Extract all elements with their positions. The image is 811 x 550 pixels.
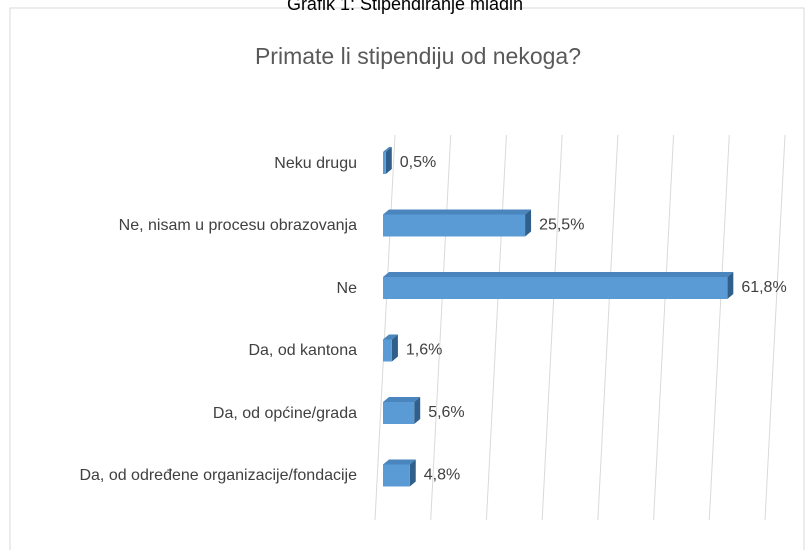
- bar-top: [383, 397, 421, 402]
- bar-top: [383, 147, 392, 152]
- category-label: Da, od kantona: [248, 342, 357, 359]
- grid-line: [374, 134, 396, 521]
- grid-line: [430, 134, 452, 521]
- bar: [383, 397, 421, 424]
- category-label: Ne, nisam u procesu obrazovanja: [118, 217, 357, 234]
- grid-line: [541, 134, 563, 521]
- grid-line: [485, 134, 507, 521]
- bar-front: [383, 214, 526, 237]
- chart-supertitle: Grafik 1: Stipendiranje mladih: [287, 0, 523, 14]
- bar-top: [383, 209, 532, 215]
- category-label: Da, od određene organizacije/fondacije: [79, 467, 357, 484]
- value-label: 1,6%: [406, 342, 442, 359]
- bar-top: [383, 334, 398, 340]
- value-label: 25,5%: [539, 217, 584, 234]
- bar-front: [383, 152, 386, 174]
- bar-front: [383, 402, 415, 424]
- bar-top: [383, 272, 734, 277]
- bar-side: [391, 334, 398, 362]
- bar-side: [409, 459, 416, 487]
- grid-line: [653, 134, 675, 521]
- category-label: Neku drugu: [274, 154, 357, 172]
- grid-line: [708, 134, 730, 521]
- bar: [383, 272, 734, 299]
- category-label: Ne: [336, 279, 357, 297]
- bar-front: [383, 277, 728, 299]
- bar-side: [414, 397, 421, 424]
- grid-line: [597, 134, 619, 521]
- bar: [383, 209, 532, 237]
- bar: [383, 334, 398, 362]
- value-label: 5,6%: [428, 404, 464, 421]
- chart-frame: [9, 7, 805, 550]
- bar-side: [525, 209, 532, 237]
- category-label: Da, od općine/grada: [212, 404, 357, 422]
- bar-top: [383, 459, 416, 465]
- bar-front: [383, 339, 392, 362]
- bar-front: [383, 464, 410, 487]
- value-label: 61,8%: [741, 279, 786, 296]
- bar-side: [385, 147, 392, 174]
- value-label: 0,5%: [400, 154, 436, 171]
- chart-title: Primate li stipendiju od nekoga?: [255, 43, 581, 69]
- bar-side: [727, 272, 734, 299]
- value-label: 4,8%: [424, 467, 460, 484]
- bar: [383, 147, 392, 174]
- bar: [383, 459, 416, 487]
- grid-line: [764, 134, 786, 521]
